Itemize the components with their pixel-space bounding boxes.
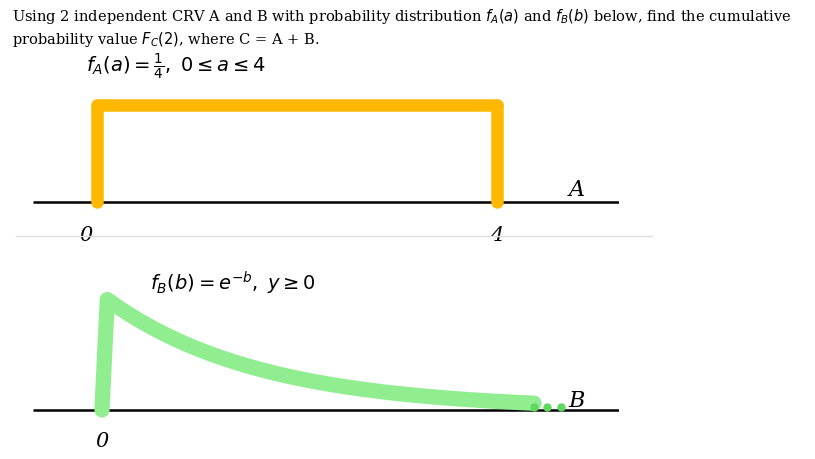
Text: 0: 0 — [79, 226, 93, 245]
Text: 0: 0 — [95, 431, 108, 450]
Text: $f_B(b) = e^{-b},\; y \geq 0$: $f_B(b) = e^{-b},\; y \geq 0$ — [150, 269, 315, 297]
Text: B: B — [569, 389, 585, 411]
Text: probability value $F_C(2)$, where C = A + B.: probability value $F_C(2)$, where C = A … — [12, 30, 319, 49]
Text: $f_A(a) = \frac{1}{4},\; 0 \leq a \leq 4$: $f_A(a) = \frac{1}{4},\; 0 \leq a \leq 4… — [86, 52, 266, 82]
Text: 4: 4 — [490, 226, 504, 245]
Text: Using 2 independent CRV A and B with probability distribution $f_A(a)$ and $f_B(: Using 2 independent CRV A and B with pro… — [12, 7, 792, 26]
Text: A: A — [569, 179, 585, 200]
